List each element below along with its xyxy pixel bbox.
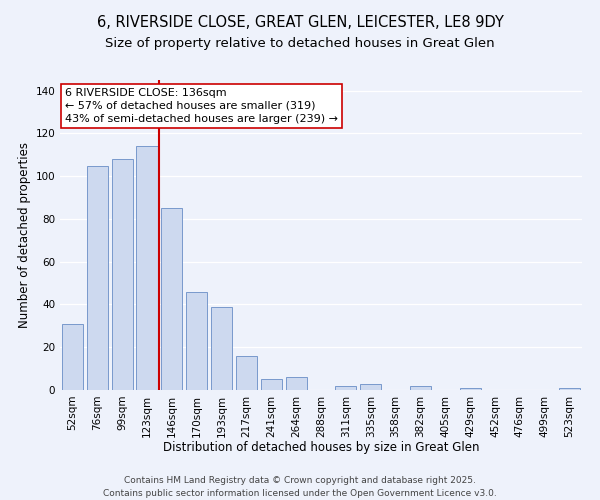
Bar [335,386,356,390]
X-axis label: Distribution of detached houses by size in Great Glen: Distribution of detached houses by size … [163,441,479,454]
Text: 6 RIVERSIDE CLOSE: 136sqm
← 57% of detached houses are smaller (319)
43% of semi: 6 RIVERSIDE CLOSE: 136sqm ← 57% of detac… [65,88,338,124]
Bar [261,380,282,390]
Bar [286,377,307,390]
Bar [559,388,580,390]
Bar [211,306,232,390]
Bar [62,324,83,390]
Bar [87,166,108,390]
Bar [360,384,381,390]
Text: Contains HM Land Registry data © Crown copyright and database right 2025.
Contai: Contains HM Land Registry data © Crown c… [103,476,497,498]
Bar [460,388,481,390]
Text: 6, RIVERSIDE CLOSE, GREAT GLEN, LEICESTER, LE8 9DY: 6, RIVERSIDE CLOSE, GREAT GLEN, LEICESTE… [97,15,503,30]
Text: Size of property relative to detached houses in Great Glen: Size of property relative to detached ho… [105,38,495,51]
Bar [236,356,257,390]
Y-axis label: Number of detached properties: Number of detached properties [18,142,31,328]
Bar [410,386,431,390]
Bar [136,146,158,390]
Bar [161,208,182,390]
Bar [112,159,133,390]
Bar [186,292,207,390]
